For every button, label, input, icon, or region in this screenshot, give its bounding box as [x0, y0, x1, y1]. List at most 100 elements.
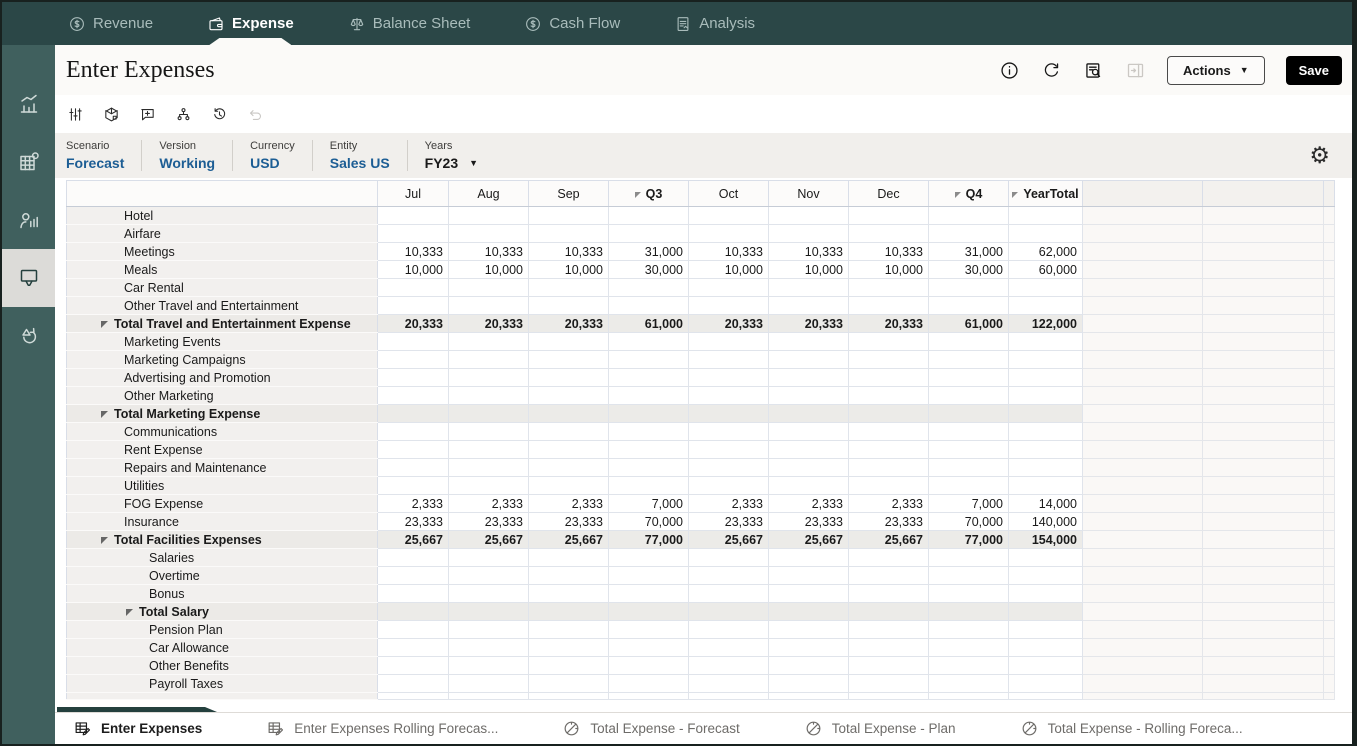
column-header-aug[interactable]: Aug [448, 180, 529, 207]
grid-cell[interactable] [608, 548, 689, 567]
grid-cell[interactable] [848, 476, 929, 495]
grid-cell[interactable] [608, 332, 689, 351]
grid-cell[interactable] [608, 206, 689, 225]
grid-cell[interactable] [608, 350, 689, 369]
grid-cell[interactable] [377, 656, 449, 675]
row-header-fog-expense[interactable]: FOG Expense [66, 494, 378, 513]
grid-cell[interactable] [608, 422, 689, 441]
grid-cell[interactable] [768, 332, 849, 351]
grid-cell[interactable] [928, 350, 1009, 369]
grid-cell[interactable]: 20,333 [448, 314, 529, 333]
grid-cell[interactable] [528, 674, 609, 693]
grid-cell[interactable] [768, 440, 849, 459]
save-button[interactable]: Save [1285, 55, 1342, 85]
grid-cell[interactable] [688, 440, 769, 459]
sidebar-item-dashboards[interactable] [2, 75, 55, 133]
list-search-button[interactable] [1083, 60, 1104, 81]
grid-cell[interactable]: 2,333 [528, 494, 609, 513]
grid-cell[interactable] [1008, 386, 1083, 405]
grid-cell[interactable] [688, 206, 769, 225]
grid-cell[interactable]: 10,333 [688, 242, 769, 261]
row-header-hotel[interactable]: Hotel [66, 206, 378, 225]
grid-cell[interactable] [377, 404, 449, 423]
grid-cell[interactable]: 61,000 [608, 314, 689, 333]
row-header-total-salary[interactable]: Total Salary [66, 602, 378, 621]
grid-cell[interactable] [377, 368, 449, 387]
row-header-total-travel-and-entertainment-expense[interactable]: Total Travel and Entertainment Expense [66, 314, 378, 333]
row-header-other-benefits[interactable]: Other Benefits [66, 656, 378, 675]
grid-cell[interactable] [1008, 476, 1083, 495]
grid-cell[interactable] [928, 386, 1009, 405]
bottom-tab-total-expense-rolling-foreca[interactable]: Total Expense - Rolling Foreca... [1020, 719, 1243, 738]
column-header-sep[interactable]: Sep [528, 180, 609, 207]
grid-cell[interactable] [528, 548, 609, 567]
grid-cell[interactable] [688, 584, 769, 603]
grid-cell[interactable] [377, 674, 449, 693]
grid-cell[interactable] [377, 224, 449, 243]
grid-cell[interactable] [768, 638, 849, 657]
grid-cell[interactable] [688, 548, 769, 567]
pov-currency[interactable]: Currency USD [232, 140, 312, 171]
grid-cell[interactable] [768, 566, 849, 585]
grid-cell[interactable] [928, 422, 1009, 441]
grid-cell[interactable] [688, 368, 769, 387]
grid-cell[interactable] [688, 602, 769, 621]
grid-cell[interactable] [608, 368, 689, 387]
grid-cell[interactable] [768, 386, 849, 405]
gear-icon[interactable]: ⚙ [1309, 142, 1330, 168]
grid-cell[interactable] [1008, 422, 1083, 441]
grid-cell[interactable] [928, 440, 1009, 459]
bottom-tab-enter-expenses[interactable]: Enter Expenses [73, 719, 202, 738]
grid-cell[interactable] [608, 440, 689, 459]
grid-cell[interactable]: 61,000 [928, 314, 1009, 333]
grid-cell[interactable] [768, 224, 849, 243]
grid-cell[interactable]: 122,000 [1008, 314, 1083, 333]
grid-cell[interactable] [448, 638, 529, 657]
grid-cell[interactable] [608, 296, 689, 315]
grid-cell[interactable] [448, 602, 529, 621]
grid-cell[interactable] [608, 224, 689, 243]
pov-entity[interactable]: Entity Sales US [311, 140, 407, 171]
grid-cell[interactable] [448, 476, 529, 495]
grid-cell[interactable] [448, 674, 529, 693]
grid-cell[interactable] [848, 548, 929, 567]
grid-cell[interactable]: 30,000 [608, 260, 689, 279]
grid-cell[interactable]: 31,000 [928, 242, 1009, 261]
grid-cell[interactable] [768, 422, 849, 441]
grid-cell[interactable]: 10,333 [768, 242, 849, 261]
grid-cell[interactable] [928, 638, 1009, 657]
grid-cell[interactable] [528, 656, 609, 675]
grid-cell[interactable] [608, 674, 689, 693]
grid-cell[interactable] [768, 584, 849, 603]
grid-cell[interactable] [688, 404, 769, 423]
grid-cell[interactable] [377, 620, 449, 639]
grid-cell[interactable]: 10,000 [768, 260, 849, 279]
bottom-tab-total-expense-forecast[interactable]: Total Expense - Forecast [562, 719, 740, 738]
grid-cell[interactable] [1008, 206, 1083, 225]
grid-cell[interactable] [688, 458, 769, 477]
grid-cell[interactable]: 10,333 [377, 242, 449, 261]
grid-cell[interactable] [377, 296, 449, 315]
grid-cell[interactable] [1008, 602, 1083, 621]
grid-cell[interactable] [688, 422, 769, 441]
grid-cell[interactable]: 10,333 [528, 242, 609, 261]
grid-cell[interactable] [528, 386, 609, 405]
grid-cell[interactable]: 10,333 [448, 242, 529, 261]
grid-cell[interactable] [448, 386, 529, 405]
grid-cell[interactable]: 23,333 [377, 512, 449, 531]
grid-cell[interactable] [848, 296, 929, 315]
grid-cell[interactable] [688, 476, 769, 495]
grid-cell[interactable] [528, 422, 609, 441]
grid-cell[interactable] [688, 332, 769, 351]
grid-cell[interactable] [448, 422, 529, 441]
grid-cell[interactable] [608, 620, 689, 639]
grid-cell[interactable] [928, 458, 1009, 477]
grid-cell[interactable] [528, 620, 609, 639]
pov-version[interactable]: Version Working [141, 140, 232, 171]
grid-cell[interactable] [1008, 404, 1083, 423]
grid-cell[interactable] [1008, 548, 1083, 567]
row-header-overtime[interactable]: Overtime [66, 566, 378, 585]
pov-scenario[interactable]: Scenario Forecast [66, 140, 141, 171]
grid-cell[interactable]: 20,333 [688, 314, 769, 333]
hierarchy-button[interactable] [175, 106, 192, 123]
